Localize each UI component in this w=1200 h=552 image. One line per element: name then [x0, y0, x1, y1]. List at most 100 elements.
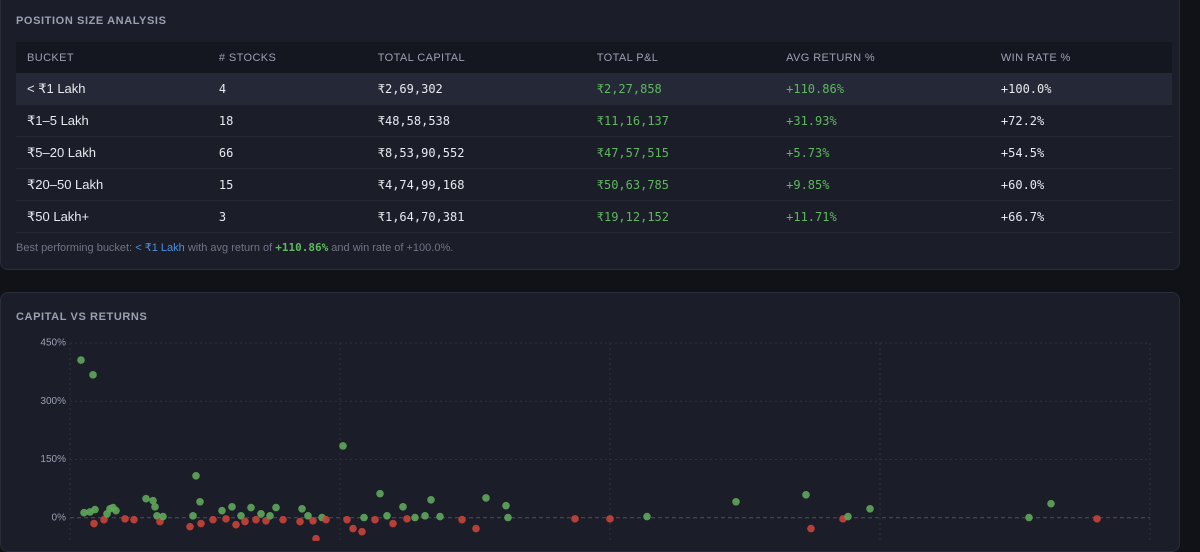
summary-note: Best performing bucket: < ₹1 Lakh with a…	[16, 241, 453, 254]
table-cell: +5.73%	[775, 136, 990, 169]
column-header: WIN RATE %	[989, 42, 1172, 73]
data-point	[376, 489, 384, 498]
data-point	[349, 524, 357, 533]
table-cell: +72.2%	[989, 104, 1172, 137]
table-cell: ₹1,64,70,381	[366, 200, 586, 233]
data-point	[279, 515, 287, 524]
data-point	[643, 512, 651, 521]
y-tick-label: 0%	[52, 512, 67, 523]
data-point	[1025, 513, 1033, 522]
note-text: with avg return of	[187, 242, 273, 254]
note-bucket: < ₹1 Lakh	[135, 242, 185, 254]
data-point	[252, 515, 260, 524]
table-row: ₹20–50 Lakh 15 ₹4,74,99,168 ₹50,63,785 +9.85…	[16, 168, 1172, 201]
table-cell: ₹50 Lakh+	[16, 200, 208, 233]
data-point	[844, 512, 852, 521]
data-point	[732, 497, 740, 506]
table-row: ₹1–5 Lakh 18 ₹48,58,538 ₹11,16,137 +31.93% +7…	[16, 104, 1172, 137]
data-point	[112, 506, 120, 515]
table-body: < ₹1 Lakh 4 ₹2,69,302 ₹2,27,858 +110.86% +100…	[16, 73, 1172, 233]
table-cell: +11.71%	[775, 200, 990, 233]
table-row: ₹5–20 Lakh 66 ₹8,53,90,552 ₹47,57,515 +5.73%…	[16, 136, 1172, 169]
data-point	[142, 494, 150, 503]
y-tick-label: 300%	[40, 396, 66, 407]
data-point	[421, 511, 429, 520]
data-point	[89, 371, 97, 379]
data-point	[343, 515, 351, 524]
data-point	[802, 491, 810, 499]
data-point	[1093, 515, 1101, 523]
data-point	[186, 522, 194, 531]
data-point	[322, 515, 330, 524]
data-point	[130, 515, 138, 524]
table-cell: +60.0%	[989, 168, 1172, 201]
data-point	[427, 496, 435, 504]
column-header: TOTAL CAPITAL	[366, 42, 586, 73]
table-cell: +54.5%	[989, 136, 1172, 169]
data-point	[339, 442, 347, 450]
column-header: # STOCKS	[207, 42, 367, 73]
table-cell: 4	[207, 73, 367, 105]
table-cell: ₹2,27,858	[585, 73, 776, 105]
data-point	[606, 515, 614, 523]
table-cell: 66	[207, 136, 367, 169]
column-header: TOTAL P&L	[585, 42, 776, 73]
data-point	[272, 503, 280, 512]
table-cell: +66.7%	[989, 200, 1172, 233]
table-cell: +9.85%	[775, 168, 990, 201]
scatter-chart: 0% 150% 300% 450%	[40, 338, 1151, 541]
data-point	[197, 519, 205, 528]
data-point	[80, 508, 88, 517]
data-point	[91, 505, 99, 514]
data-point	[241, 517, 249, 526]
data-point	[504, 513, 512, 522]
table-cell: ₹50,63,785	[585, 168, 776, 201]
table-cell: 3	[207, 200, 367, 233]
data-point	[358, 527, 366, 536]
data-point	[866, 504, 874, 513]
data-point	[298, 504, 306, 513]
data-point	[309, 517, 317, 525]
table-cell: ₹5–20 Lakh	[16, 136, 208, 169]
data-point	[149, 496, 157, 505]
data-point	[399, 503, 407, 511]
column-header: BUCKET	[16, 42, 208, 73]
data-point	[237, 511, 245, 520]
data-point	[90, 519, 98, 528]
table-cell: +110.86%	[775, 73, 990, 105]
data-point	[472, 524, 480, 533]
table-cell: ₹11,16,137	[585, 104, 776, 137]
header-row: BUCKET # STOCKS TOTAL CAPITAL TOTAL P&L AVG …	[16, 42, 1172, 73]
data-point	[502, 501, 510, 510]
data-point	[571, 515, 579, 523]
note-text: and win rate of +100.0%.	[331, 242, 454, 254]
data-point	[411, 513, 419, 522]
data-point	[209, 515, 217, 524]
y-tick-label: 150%	[40, 454, 66, 465]
data-point	[482, 494, 490, 502]
data-point	[218, 506, 226, 515]
table-cell: +100.0%	[989, 73, 1172, 105]
column-header: AVG RETURN %	[775, 42, 990, 73]
table-cell: ₹19,12,152	[585, 200, 776, 233]
data-point	[389, 519, 397, 528]
data-point	[257, 510, 265, 518]
table-cell: 18	[207, 104, 367, 137]
data-point	[266, 511, 274, 520]
table-cell: ₹2,69,302	[366, 73, 586, 105]
panel-title: CAPITAL VS RETURNS	[16, 311, 148, 323]
data-point	[383, 511, 391, 520]
bucket-table: BUCKET # STOCKS TOTAL CAPITAL TOTAL P&L AVG …	[16, 42, 1172, 233]
data-point	[360, 513, 368, 522]
table-row: ₹50 Lakh+ 3 ₹1,64,70,381 ₹19,12,152 +11.71% +…	[16, 200, 1172, 233]
table-row: < ₹1 Lakh 4 ₹2,69,302 ₹2,27,858 +110.86% +100…	[16, 73, 1172, 105]
data-point	[196, 497, 204, 506]
table-cell: +31.93%	[775, 104, 990, 137]
panel-title: POSITION SIZE ANALYSIS	[16, 15, 167, 27]
data-point	[228, 503, 236, 511]
table-cell: ₹20–50 Lakh	[16, 168, 208, 201]
table-cell: ₹1–5 Lakh	[16, 104, 208, 137]
data-point	[807, 524, 815, 533]
capital-returns-panel: CAPITAL VS RETURNS	[0, 292, 1180, 552]
